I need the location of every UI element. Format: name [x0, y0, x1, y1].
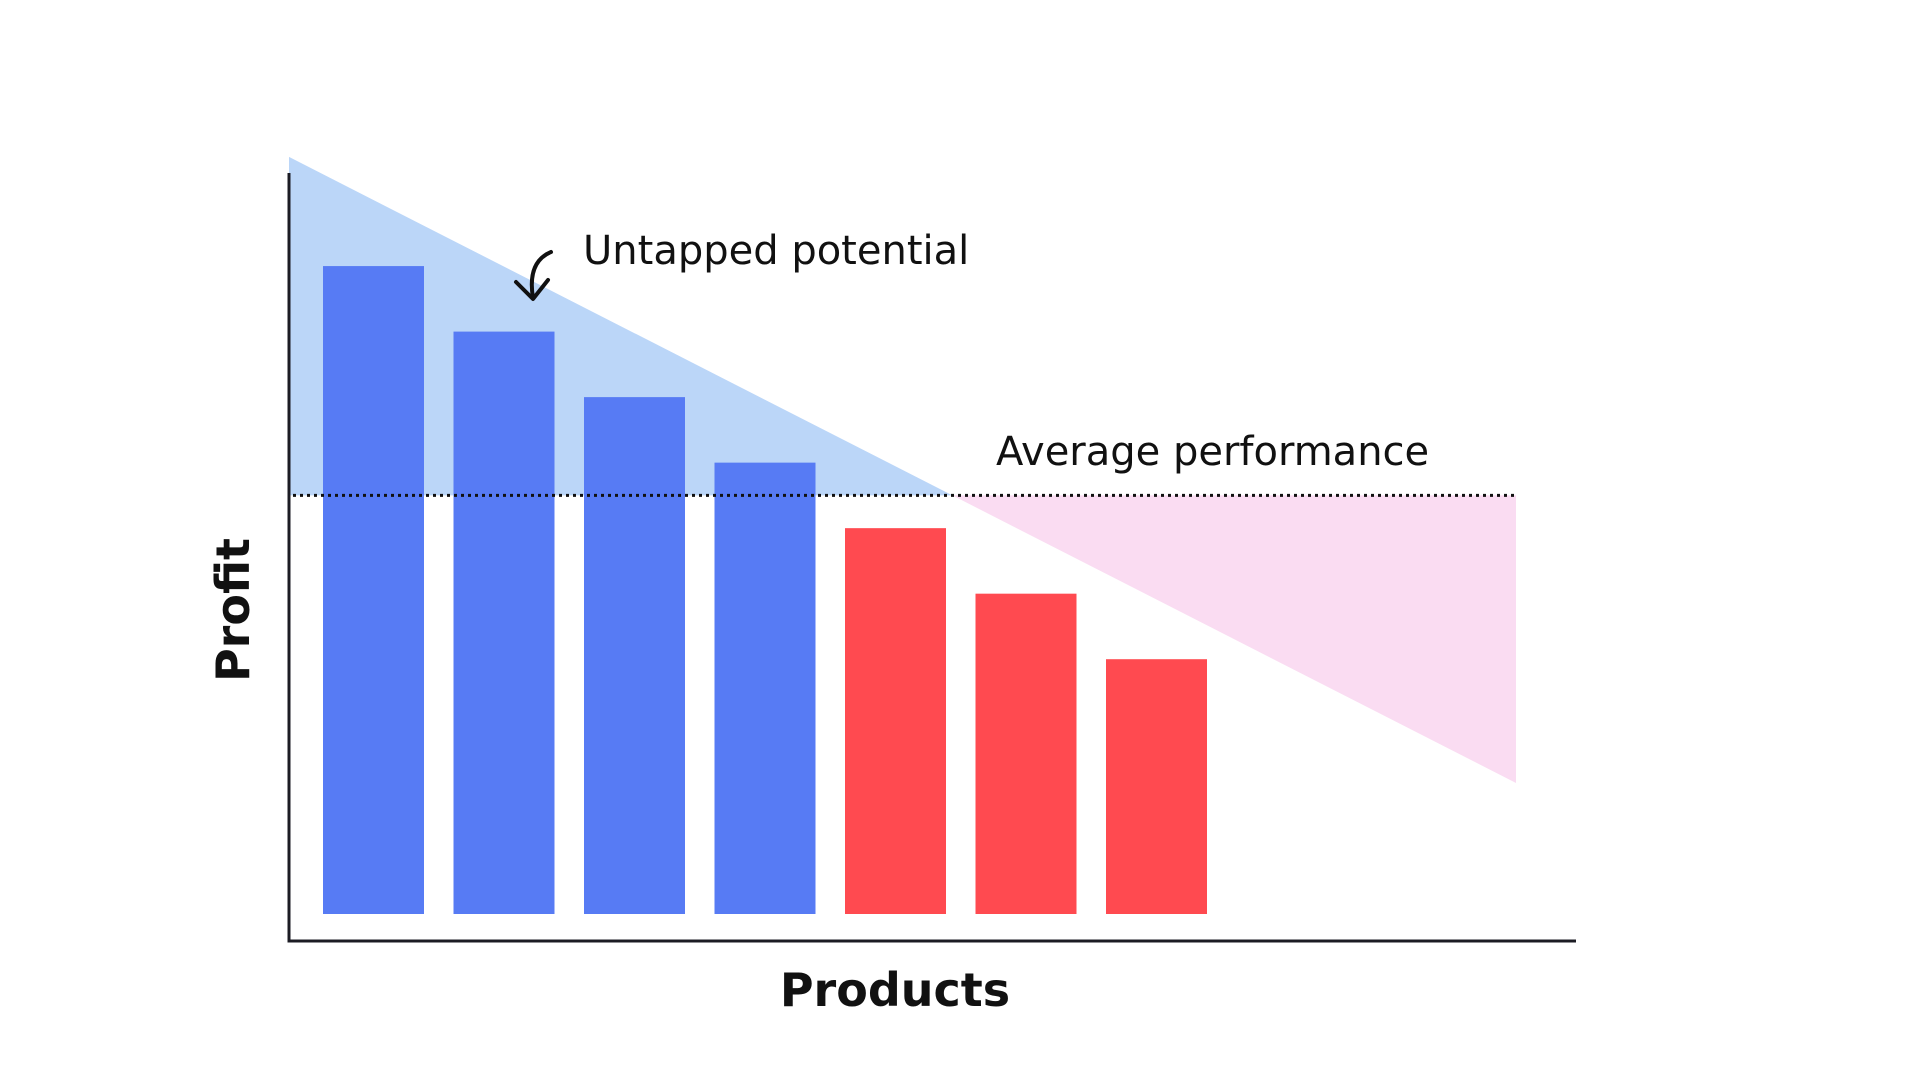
- bar-3: [584, 397, 685, 914]
- bar-2: [453, 331, 555, 915]
- average-line-label: Average performance: [996, 429, 1429, 475]
- bar-1: [323, 266, 424, 915]
- bar-group: [323, 266, 1207, 915]
- annotation-untapped-potential: Untapped potential: [583, 228, 969, 274]
- axes: [287, 173, 1576, 943]
- y-axis-title: Profit: [206, 538, 260, 682]
- below-average-area: [952, 495, 1516, 783]
- bar-4: [714, 462, 816, 914]
- bar-5: [845, 528, 946, 914]
- bar-6: [975, 593, 1077, 914]
- curved-arrow-down-icon: [514, 250, 553, 301]
- labels: Untapped potential Average performance P…: [206, 228, 1429, 1017]
- x-axis-title: Products: [780, 963, 1010, 1017]
- bar-7: [1106, 659, 1207, 914]
